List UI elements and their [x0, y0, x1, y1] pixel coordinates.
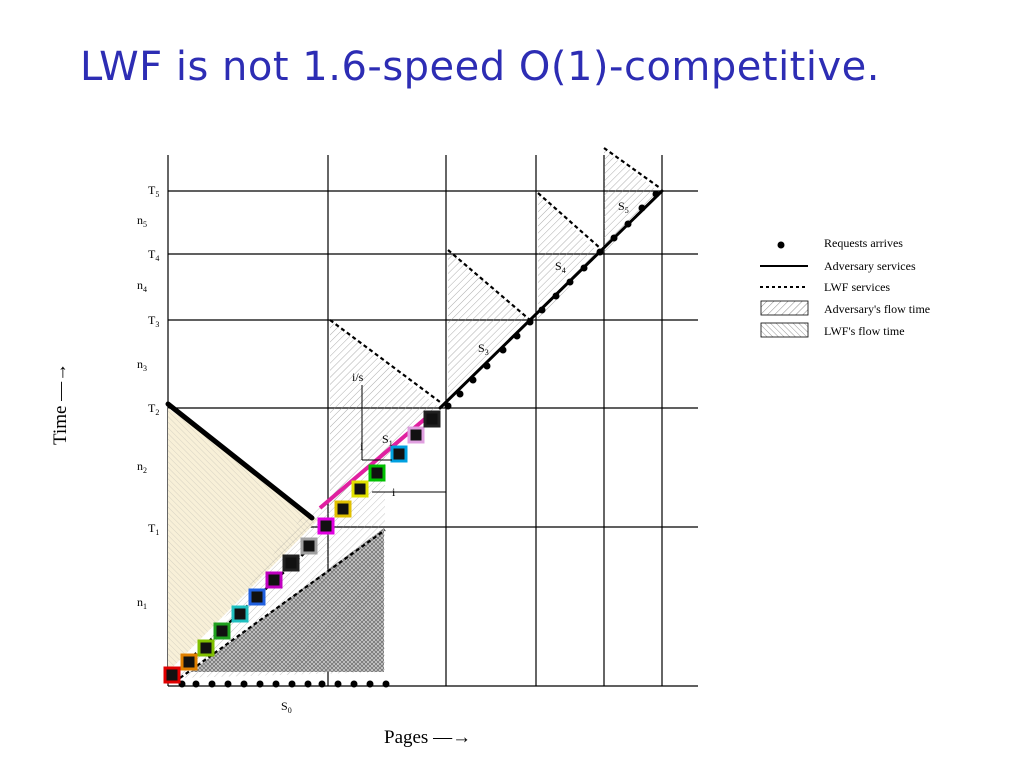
- request-marker: [231, 605, 249, 623]
- request-marker: [351, 480, 369, 498]
- bottom-request-dots: [178, 680, 390, 688]
- request-dots: [444, 190, 660, 410]
- request-marker: [423, 410, 441, 428]
- adv-flow-triangle: [330, 320, 440, 508]
- legend-hatch-icon: [760, 300, 809, 316]
- y-axis-title: Time —→: [50, 363, 71, 445]
- legend-label: LWF's flow time: [824, 324, 905, 338]
- annotation-i: i: [392, 485, 396, 499]
- adv-flow-triangle: [538, 193, 600, 320]
- request-marker: [197, 639, 215, 657]
- y-tick-label: T3: [148, 313, 159, 329]
- adversary-service-lines: [165, 189, 664, 521]
- y-tick-label: T2: [148, 401, 159, 417]
- slide-title: LWF is not 1.6-speed O(1)-competitive.: [80, 44, 880, 90]
- request-marker: [300, 537, 318, 555]
- request-marker: [317, 517, 335, 535]
- segment-label: S4: [555, 259, 566, 275]
- request-marker: [180, 653, 198, 671]
- request-marker: [248, 588, 266, 606]
- y-tick-labels: T5 n5 T4 n4 T3 n3 T2 n2 T1 n1: [137, 183, 159, 611]
- y-tick-label: n1: [137, 595, 147, 611]
- s0-label: S0: [281, 699, 292, 715]
- request-marker: [265, 571, 283, 589]
- segment-labels: S1 S3 S4 S5: [382, 199, 629, 448]
- legend-label: Adversary services: [824, 259, 916, 273]
- y-tick-label: n3: [137, 357, 147, 373]
- x-axis-title: Pages —→: [384, 727, 471, 748]
- request-marker: [390, 445, 408, 463]
- y-tick-label: T5: [148, 183, 159, 199]
- annotations: i/s i i: [352, 370, 396, 499]
- legend: Requests arrives Adversary services LWF …: [760, 236, 930, 338]
- y-tick-label: n4: [137, 278, 147, 294]
- segment-label: S1: [382, 432, 393, 448]
- legend-dot-icon: [777, 241, 785, 249]
- legend-label: Adversary's flow time: [824, 302, 930, 316]
- request-marker: [282, 554, 300, 572]
- legend-label: Requests arrives: [824, 236, 903, 250]
- request-marker: [163, 666, 181, 684]
- segment-label: S5: [618, 199, 629, 215]
- request-marker: [368, 464, 386, 482]
- annotation-i-over-s: i/s: [352, 370, 364, 384]
- left-flow-hatch: [168, 408, 318, 672]
- y-tick-label: n5: [137, 213, 147, 229]
- adv-flow-triangle: [448, 250, 530, 408]
- request-marker: [407, 426, 425, 444]
- legend-hatch-icon: [760, 322, 809, 338]
- y-tick-label: T1: [148, 521, 159, 537]
- colored-markers: [163, 410, 441, 684]
- adv-flow-triangle: [604, 150, 658, 254]
- request-marker: [213, 622, 231, 640]
- request-marker: [334, 500, 352, 518]
- y-tick-label: T4: [148, 247, 159, 263]
- legend-label: LWF services: [824, 280, 890, 294]
- interval-brackets: [361, 385, 446, 493]
- segment-label: S3: [478, 341, 489, 357]
- y-tick-label: n2: [137, 459, 147, 475]
- annotation-i: i: [360, 439, 364, 453]
